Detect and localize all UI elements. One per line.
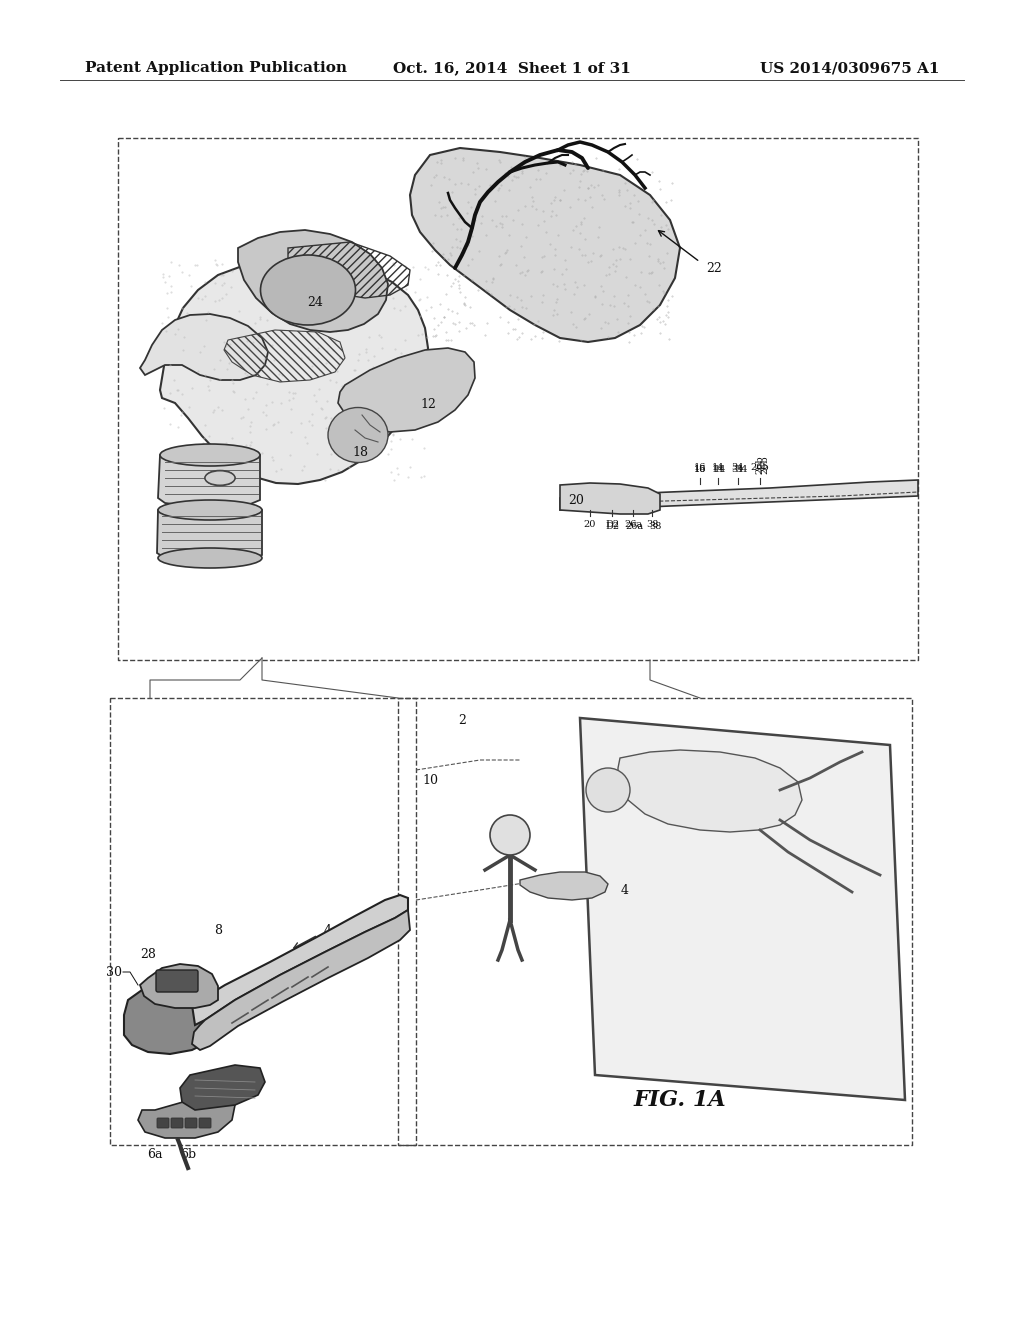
Text: 20: 20: [568, 494, 584, 507]
Polygon shape: [560, 483, 660, 513]
Ellipse shape: [158, 548, 262, 568]
Polygon shape: [618, 750, 802, 832]
Text: 30: 30: [106, 965, 122, 978]
Polygon shape: [520, 873, 608, 900]
Polygon shape: [138, 1098, 234, 1138]
Text: Patent Application Publication: Patent Application Publication: [85, 61, 347, 75]
Text: 34: 34: [736, 465, 749, 474]
Polygon shape: [160, 257, 428, 484]
Text: 26a: 26a: [625, 521, 643, 531]
FancyBboxPatch shape: [171, 1118, 183, 1129]
Ellipse shape: [328, 408, 388, 462]
Text: 4: 4: [621, 883, 629, 896]
Text: 16: 16: [694, 465, 707, 474]
Text: 14: 14: [712, 465, 724, 474]
FancyBboxPatch shape: [185, 1118, 197, 1129]
Polygon shape: [193, 909, 410, 1049]
Polygon shape: [580, 718, 905, 1100]
Polygon shape: [158, 447, 260, 507]
Polygon shape: [338, 348, 475, 432]
Text: 6b: 6b: [180, 1148, 196, 1162]
Text: 38: 38: [649, 521, 662, 531]
FancyBboxPatch shape: [156, 970, 198, 993]
Polygon shape: [193, 895, 408, 1026]
Text: 24: 24: [307, 296, 323, 309]
Polygon shape: [560, 480, 918, 510]
Text: 4: 4: [324, 924, 332, 936]
Ellipse shape: [205, 470, 234, 486]
Text: 16: 16: [694, 465, 707, 474]
Text: 8: 8: [214, 924, 222, 936]
Text: 26b: 26b: [756, 455, 765, 474]
Text: 26b: 26b: [751, 463, 769, 473]
Polygon shape: [157, 503, 262, 562]
Polygon shape: [238, 230, 388, 333]
Polygon shape: [140, 964, 218, 1008]
Text: 34: 34: [732, 465, 744, 474]
FancyBboxPatch shape: [157, 1118, 169, 1129]
Text: 20: 20: [584, 520, 596, 529]
Text: 34: 34: [732, 463, 744, 473]
Text: D2: D2: [605, 520, 620, 529]
Text: 6a: 6a: [147, 1148, 163, 1162]
Text: 26a: 26a: [624, 520, 642, 529]
Text: 10: 10: [422, 774, 438, 787]
Text: 14: 14: [714, 465, 726, 474]
Polygon shape: [140, 314, 268, 380]
Text: D2: D2: [605, 521, 620, 531]
Ellipse shape: [158, 500, 262, 520]
Text: 18: 18: [352, 446, 368, 458]
Polygon shape: [180, 1065, 265, 1110]
Ellipse shape: [260, 255, 355, 325]
Text: 12: 12: [420, 399, 436, 412]
Polygon shape: [124, 983, 215, 1053]
Text: 2: 2: [458, 714, 466, 726]
Ellipse shape: [160, 444, 260, 466]
Circle shape: [490, 814, 530, 855]
Circle shape: [586, 768, 630, 812]
Text: FIG. 1A: FIG. 1A: [634, 1089, 726, 1111]
Ellipse shape: [205, 471, 234, 486]
Text: 38: 38: [646, 520, 658, 529]
Text: 22: 22: [706, 261, 722, 275]
Polygon shape: [410, 148, 680, 342]
Text: Oct. 16, 2014  Sheet 1 of 31: Oct. 16, 2014 Sheet 1 of 31: [393, 61, 631, 75]
Text: 26b: 26b: [761, 455, 769, 474]
Text: 28: 28: [140, 949, 156, 961]
Text: 14: 14: [712, 463, 724, 473]
Text: 16: 16: [694, 463, 707, 473]
FancyBboxPatch shape: [199, 1118, 211, 1129]
Text: US 2014/0309675 A1: US 2014/0309675 A1: [761, 61, 940, 75]
